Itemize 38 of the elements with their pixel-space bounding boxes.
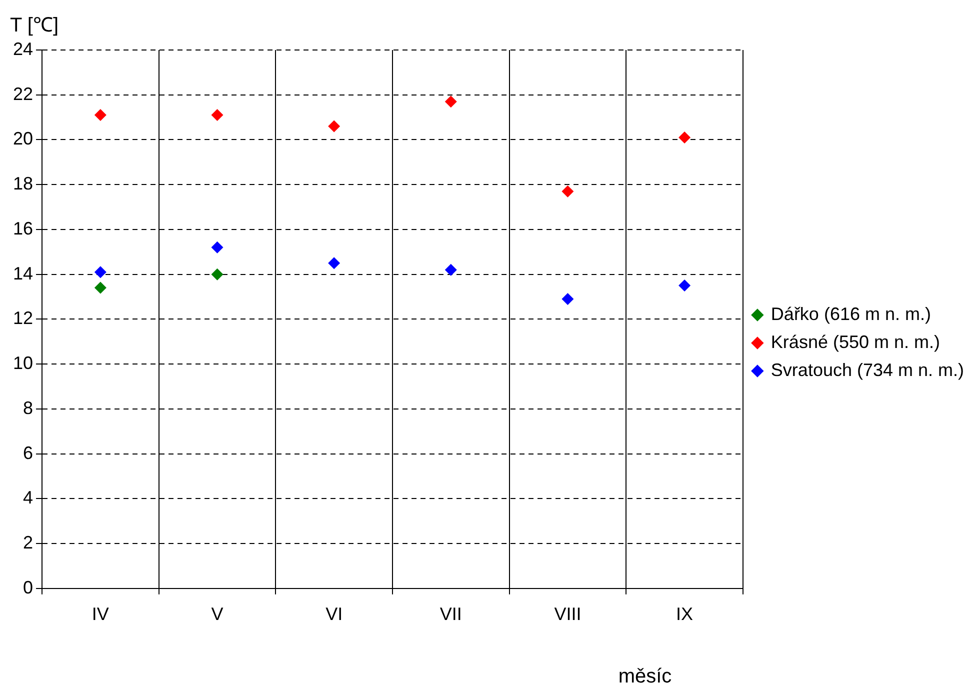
- x-tick-label: IX: [676, 604, 694, 624]
- y-tick-label: 4: [23, 488, 34, 508]
- y-tick-label: 22: [12, 84, 34, 104]
- legend-label: Krásné (550 m n. m.): [770, 332, 940, 352]
- y-axis-title: T [℃]: [10, 14, 59, 37]
- point: [211, 241, 224, 254]
- x-tick-label: VIII: [554, 604, 582, 624]
- y-tick-label: 16: [12, 218, 34, 238]
- y-tick-label: 6: [23, 442, 34, 463]
- y-tick-label: 24: [12, 38, 34, 59]
- point: [678, 131, 691, 144]
- point: [444, 96, 457, 108]
- x-axis-title: měsíc: [618, 666, 672, 686]
- y-tick-label: 2: [23, 532, 34, 552]
- y-tick-label: 14: [12, 263, 34, 284]
- point: [444, 264, 457, 276]
- point: [678, 280, 691, 292]
- y-tick-label: 10: [12, 353, 34, 374]
- y-tick-label: 0: [23, 577, 34, 598]
- x-tick-label: VII: [440, 604, 462, 624]
- x-tick-label: IV: [92, 604, 109, 624]
- point: [328, 120, 340, 132]
- point: [562, 185, 574, 198]
- point: [94, 282, 106, 294]
- x-tick-label: V: [211, 604, 224, 624]
- y-tick-label: 12: [12, 308, 34, 328]
- point: [211, 268, 224, 280]
- legend-label: Svratouch (734 m n. m.): [770, 360, 964, 380]
- x-tick-label: VI: [326, 604, 343, 624]
- point: [94, 266, 106, 278]
- point: [211, 109, 224, 122]
- y-tick-label: 18: [12, 174, 34, 194]
- point: [94, 109, 106, 122]
- y-tick-label: 20: [12, 128, 34, 149]
- legend-label: Dářko (616 m n. m.): [770, 304, 931, 324]
- point: [328, 257, 340, 270]
- y-tick-label: 8: [23, 398, 34, 418]
- point: [562, 293, 574, 306]
